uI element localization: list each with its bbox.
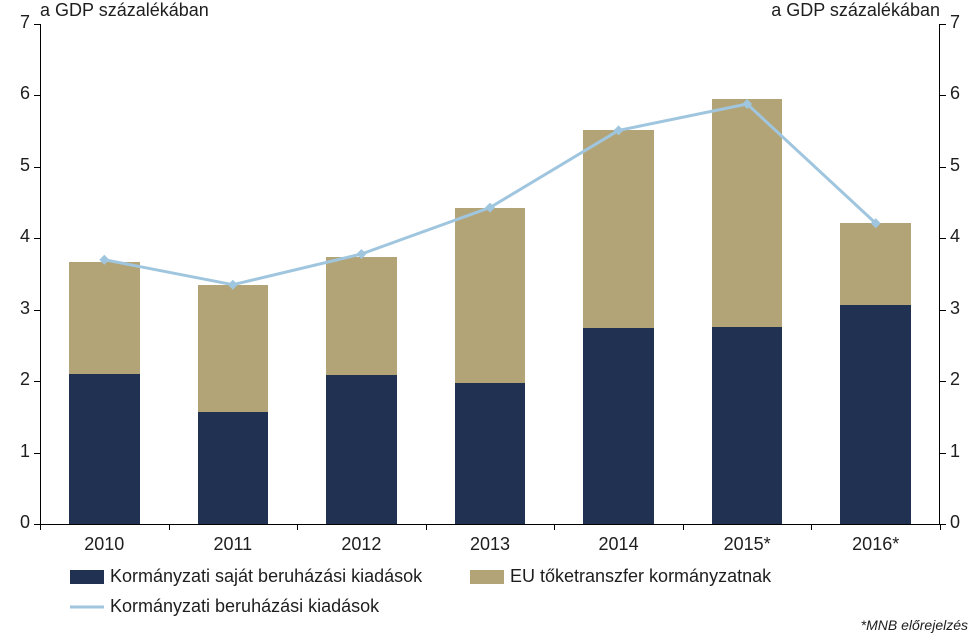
- chart-container: a GDP százalékában a GDP százalékában Ko…: [0, 0, 974, 637]
- line-series: [0, 0, 974, 637]
- line-marker: [99, 255, 109, 265]
- line-marker: [228, 280, 238, 290]
- line-marker: [356, 249, 366, 259]
